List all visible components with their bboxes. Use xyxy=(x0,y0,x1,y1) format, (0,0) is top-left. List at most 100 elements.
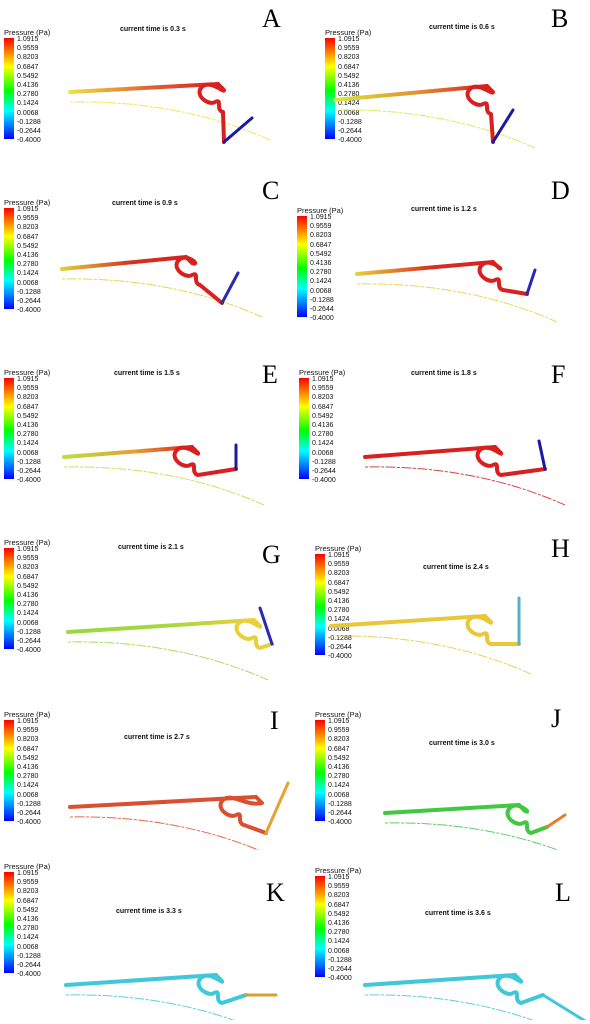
time-title: current time is 0.6 s xyxy=(429,24,495,31)
colorbar-tick: 0.2780 xyxy=(17,773,39,781)
colorbar-tick: 0.1424 xyxy=(17,934,39,942)
colorbar-tick: -0.1288 xyxy=(17,628,41,636)
reference-trajectory xyxy=(384,822,560,850)
time-title: current time is 1.5 s xyxy=(114,370,180,377)
coil-and-arm xyxy=(234,618,274,650)
geometry-F xyxy=(363,439,566,506)
colorbar-tick: 0.5492 xyxy=(17,906,39,914)
colorbar-tick: 1.0915 xyxy=(338,36,360,43)
time-title: current time is 2.7 s xyxy=(124,734,190,741)
colorbar-tick: 0.5492 xyxy=(338,72,360,80)
colorbar-tick: 0.4136 xyxy=(17,764,39,771)
geometry-D xyxy=(355,260,558,323)
colorbar-tick: 1.0915 xyxy=(328,718,350,725)
tip-segment xyxy=(545,813,567,829)
panel-I: Pressure (Pa) 1.0915 0.9559 0.8203 0.6847 0.5… xyxy=(0,680,295,850)
colorbar-tick: 0.8203 xyxy=(17,736,39,744)
time-title: current time is 0.3 s xyxy=(120,26,186,33)
colorbar-tick: -0.2644 xyxy=(328,644,352,651)
colorbar-tick: 0.4136 xyxy=(17,422,39,429)
colorbar-tick: 0.8203 xyxy=(17,564,39,572)
shaft xyxy=(355,260,495,276)
colorbar-tick: -0.4000 xyxy=(328,975,352,983)
colorbar-tick: -0.1288 xyxy=(310,296,334,304)
colorbar-tick: 0.2780 xyxy=(328,929,350,937)
colorbar-title: Pressure (Pa) xyxy=(4,368,51,377)
colorbar xyxy=(4,208,14,309)
colorbar-tick: 1.0915 xyxy=(310,214,332,221)
colorbar-tick: -0.2644 xyxy=(328,966,352,973)
colorbar-tick: 0.8203 xyxy=(328,736,350,744)
colorbar-tick: 0.8203 xyxy=(310,232,332,240)
tip-segment xyxy=(264,781,290,835)
reference-trajectory xyxy=(364,466,566,506)
colorbar-tick: 0.1424 xyxy=(328,938,350,946)
colorbar-tick: 0.0068 xyxy=(328,791,350,799)
colorbar xyxy=(4,38,14,139)
colorbar-tick: 0.9559 xyxy=(17,45,39,53)
colorbar-tick: 0.9559 xyxy=(312,385,334,393)
colorbar-tick: 0.5492 xyxy=(17,412,39,420)
colorbar-tick: 0.8203 xyxy=(312,394,334,402)
colorbar-tick: 0.4136 xyxy=(328,920,350,927)
coil-and-arm xyxy=(196,973,248,1005)
colorbar-tick: 0.8203 xyxy=(328,892,350,900)
colorbar-tick: 0.5492 xyxy=(312,412,334,420)
colorbar-tick: 0.0068 xyxy=(17,943,39,951)
colorbar-tick: 0.6847 xyxy=(328,745,350,753)
colorbar-tick: -0.2644 xyxy=(17,962,41,969)
colorbar-tick: 0.2780 xyxy=(17,431,39,439)
colorbar-tick: -0.4000 xyxy=(310,315,334,323)
panel-letter: D xyxy=(551,176,570,205)
colorbar-tick: 0.6847 xyxy=(312,403,334,411)
colorbar-tick: 0.4136 xyxy=(17,916,39,923)
colorbar-tick: -0.2644 xyxy=(17,810,41,817)
coil-and-arm xyxy=(465,614,521,646)
coil-and-arm xyxy=(172,445,238,477)
colorbar-tick: 0.6847 xyxy=(328,579,350,587)
reference-trajectory xyxy=(330,635,532,675)
colorbar xyxy=(315,876,325,977)
colorbar-tick: 0.2780 xyxy=(328,773,350,781)
colorbar-tick: 0.4136 xyxy=(312,422,334,429)
colorbar-tick: 0.9559 xyxy=(338,45,360,53)
colorbar-tick: 0.2780 xyxy=(328,607,350,615)
reference-trajectory xyxy=(356,283,558,323)
colorbar xyxy=(325,38,335,139)
colorbar-title: Pressure (Pa) xyxy=(4,538,51,547)
colorbar-tick: -0.2644 xyxy=(17,128,41,135)
geometry-A xyxy=(68,82,271,144)
panel-B: Pressure (Pa) 1.0915 0.9559 0.8203 0.6847 0.5… xyxy=(295,0,590,170)
colorbar xyxy=(297,216,307,317)
tip-segment xyxy=(541,993,587,1020)
coil-and-arm xyxy=(495,973,545,1005)
colorbar-tick: 1.0915 xyxy=(17,206,39,213)
colorbar-tick: 0.2780 xyxy=(312,431,334,439)
time-title: current time is 0.9 s xyxy=(112,200,178,207)
tip-segment xyxy=(537,439,547,471)
colorbar-title: Pressure (Pa) xyxy=(325,28,372,37)
colorbar-title: Pressure (Pa) xyxy=(4,862,51,871)
colorbar-tick: -0.4000 xyxy=(17,137,41,145)
colorbar-tick: 0.0068 xyxy=(17,619,39,627)
shaft xyxy=(383,803,521,815)
colorbar-tick: 0.6847 xyxy=(17,897,39,905)
panel-C: Pressure (Pa) 1.0915 0.9559 0.8203 0.6847 0.5… xyxy=(0,170,295,340)
colorbar-tick: -0.1288 xyxy=(17,458,41,466)
colorbar-title: Pressure (Pa) xyxy=(297,206,344,215)
shaft xyxy=(66,618,256,634)
colorbar-tick: -0.1288 xyxy=(17,118,41,126)
coil-and-arm xyxy=(505,803,549,835)
panel-letter: L xyxy=(555,878,571,907)
colorbar-tick: 1.0915 xyxy=(17,718,39,725)
coil-and-arm xyxy=(465,84,495,144)
colorbar-tick: -0.4000 xyxy=(17,971,41,979)
colorbar-tick: 0.5492 xyxy=(328,910,350,918)
colorbar-tick: 0.4136 xyxy=(17,592,39,599)
colorbar-tick: -0.2644 xyxy=(328,810,352,817)
panel-A: Pressure (Pa) 1.0915 0.9559 0.8203 0.6847 0.5… xyxy=(0,0,295,170)
colorbar-tick: 0.0068 xyxy=(310,287,332,295)
colorbar-tick: 0.0068 xyxy=(328,947,350,955)
colorbar-tick: -0.2644 xyxy=(17,468,41,475)
geometry-H xyxy=(329,596,532,675)
